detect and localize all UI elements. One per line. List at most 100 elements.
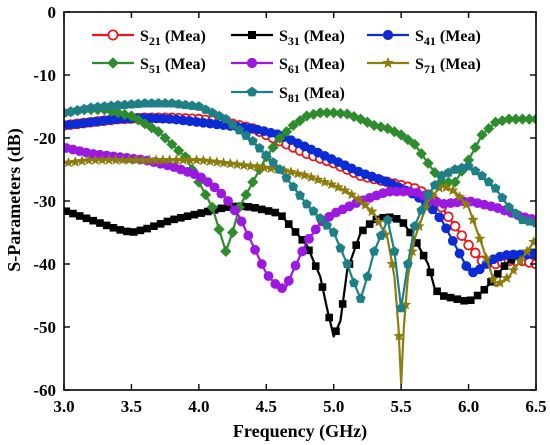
data-point-s71: [393, 330, 405, 341]
data-point-s31: [413, 239, 421, 247]
data-point-s81: [220, 113, 231, 124]
legend-label: S21 (Mea): [140, 28, 206, 48]
data-point-s31: [123, 227, 131, 236]
data-point-s31: [392, 215, 401, 223]
data-point-s21: [470, 247, 481, 259]
data-point-s51: [415, 148, 427, 160]
data-point-s81: [106, 100, 117, 111]
data-point-s51: [503, 113, 515, 125]
data-point-s81: [119, 99, 130, 109]
data-point-s61: [196, 172, 206, 183]
data-point-s71: [76, 155, 88, 166]
data-point-s81: [409, 221, 420, 231]
data-point-s51: [173, 145, 185, 157]
data-point-s31: [419, 251, 428, 260]
data-point-s81: [463, 161, 474, 171]
data-point-s81: [382, 214, 393, 225]
data-point-s51: [402, 133, 414, 146]
data-point-s71: [64, 156, 74, 168]
data-point-s51: [483, 122, 495, 135]
data-point-s31: [143, 224, 151, 233]
data-point-s71: [150, 154, 162, 165]
data-point-s61: [223, 196, 233, 206]
data-point-s81: [113, 100, 123, 110]
data-point-s31: [480, 285, 489, 294]
data-point-s81: [274, 164, 285, 174]
data-point-s31: [170, 215, 178, 224]
data-point-s81: [234, 124, 245, 135]
data-point-s61: [290, 260, 301, 271]
data-point-s71: [433, 182, 445, 193]
data-point-s81: [416, 205, 427, 215]
data-point-s41: [474, 264, 485, 275]
data-point-s31: [136, 226, 145, 235]
data-point-s31: [82, 214, 91, 223]
data-point-s31: [177, 214, 185, 222]
data-point-s51: [321, 107, 333, 119]
data-point-s81: [349, 277, 359, 288]
data-point-s81: [288, 181, 299, 192]
x-tick-label: 4.0: [188, 397, 209, 416]
series-line-s31: [64, 204, 536, 338]
data-point-s71: [238, 159, 250, 170]
data-point-s61: [310, 224, 321, 235]
data-point-s31: [183, 212, 192, 221]
data-point-s31: [150, 222, 158, 231]
data-point-s81: [402, 258, 413, 269]
legend-label: S51 (Mea): [140, 56, 206, 76]
data-point-s71: [305, 171, 317, 183]
data-point-s81: [396, 302, 407, 313]
data-point-s31: [271, 208, 280, 217]
data-point-s81: [342, 258, 353, 269]
data-point-s71: [69, 156, 81, 167]
data-point-s41: [434, 212, 445, 223]
series-layer: [64, 98, 536, 385]
y-tick-label: 0: [48, 3, 57, 22]
data-point-s81: [173, 98, 184, 109]
data-point-s71: [312, 173, 324, 185]
data-point-s81: [254, 143, 265, 153]
data-point-s31: [298, 236, 307, 244]
data-point-s81: [315, 213, 326, 223]
data-point-s81: [166, 98, 177, 108]
legend-marker: [246, 86, 258, 97]
data-point-s81: [497, 192, 508, 203]
data-point-s31: [352, 241, 360, 249]
data-point-s61: [263, 271, 274, 281]
data-point-s51: [159, 132, 171, 144]
data-point-s81: [247, 135, 258, 146]
data-point-s31: [64, 207, 71, 216]
data-point-s51: [442, 176, 454, 188]
data-point-s31: [318, 283, 327, 291]
data-point-s81: [187, 100, 198, 110]
x-tick-label: 5.5: [391, 397, 412, 416]
data-point-s71: [467, 214, 479, 225]
data-point-s71: [339, 184, 351, 196]
data-point-s51: [287, 119, 299, 131]
data-point-s71: [298, 169, 310, 180]
data-point-s71: [184, 154, 196, 165]
data-point-s71: [170, 154, 182, 165]
data-point-s61: [277, 283, 287, 294]
data-point-s31: [264, 207, 273, 215]
data-point-s81: [160, 98, 171, 108]
data-point-s71: [177, 154, 189, 165]
data-point-s31: [102, 221, 111, 230]
data-point-s81: [335, 243, 346, 253]
legend-item-s81: S81 (Mea): [231, 85, 345, 105]
data-point-s31: [244, 203, 253, 211]
data-point-s51: [119, 108, 131, 120]
legend-label: S71 (Mea): [415, 56, 481, 76]
data-point-s81: [477, 170, 487, 181]
legend-item-s61: S61 (Mea): [231, 56, 345, 76]
data-point-s61: [243, 230, 254, 241]
data-point-s51: [462, 154, 475, 166]
data-point-s81: [322, 220, 332, 230]
data-point-s31: [284, 220, 293, 228]
data-point-s31: [217, 204, 226, 213]
data-point-s81: [490, 183, 501, 193]
data-point-s71: [123, 154, 135, 165]
data-point-s71: [218, 157, 230, 168]
data-point-s21: [443, 211, 454, 223]
data-point-s51: [152, 126, 164, 138]
